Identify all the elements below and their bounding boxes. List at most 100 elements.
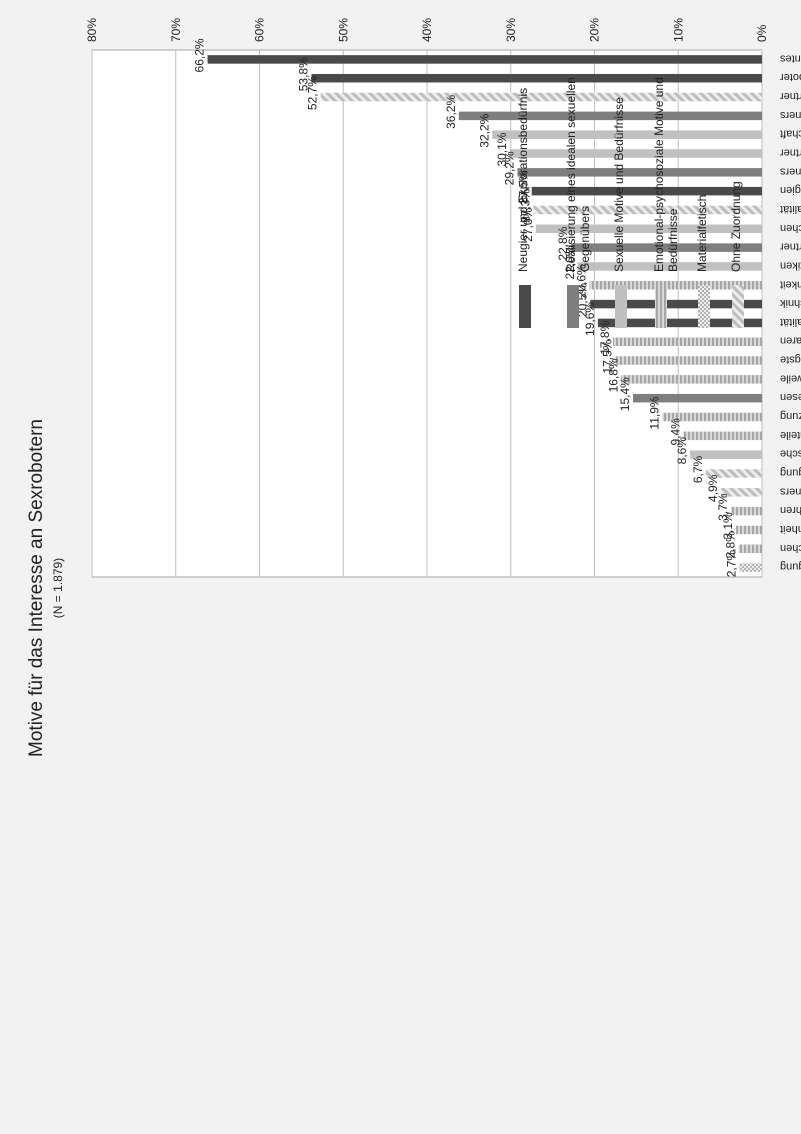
bar <box>720 488 763 497</box>
y-tick-label: 80% <box>85 18 99 42</box>
bar <box>615 356 762 365</box>
value-label: 17,8% <box>598 320 612 354</box>
legend: Neugier und Explorationsbedürfnis Realisi… <box>516 77 744 328</box>
category-label: 03. Sexuelle Erregung durch Technik <box>780 297 801 309</box>
bar <box>683 431 763 441</box>
legend-label: Materialfetisch <box>695 195 709 272</box>
y-tick-label: 10% <box>671 18 685 42</box>
bar <box>458 111 762 121</box>
bar <box>531 186 762 196</box>
value-label: 27,0% <box>521 207 535 241</box>
category-label: 18. Vermeidung, eigene Unsicherheiten un… <box>780 335 801 347</box>
bar <box>571 243 762 252</box>
y-tick-label: 70% <box>169 18 183 42</box>
y-tick-label: 40% <box>420 18 434 42</box>
bars <box>207 55 763 572</box>
legend-label: Sexuelle Motive und Bedürfnisse <box>612 97 626 272</box>
category-label: 12. Schaffung eines optisch idealen Sexu… <box>780 109 801 121</box>
category-labels: 26. Allgemeine Neugier auf sexuell Neues… <box>780 52 801 572</box>
bar <box>509 149 762 158</box>
bar <box>731 506 763 516</box>
category-label: 10. Schwierigkeiten mit Menschen <box>780 542 801 554</box>
category-label: 17. Vermeidung sexueller Versagensängste <box>780 354 801 366</box>
category-label: 07. Sexuelle Befriedigung bei fehlendem … <box>780 90 801 102</box>
category-label: 27. Neugier auf sexuelle Erfahrung mit S… <box>780 71 801 83</box>
y-tick-label: 20% <box>588 18 602 42</box>
y-tick-label: 60% <box>253 18 267 42</box>
category-label: 16. Probehandeln bestimmter Sexpraktiken <box>780 259 801 271</box>
legend-label: Realisierung eines idealen sexuellenGege… <box>564 77 592 272</box>
bar <box>612 337 762 346</box>
category-label: 26. Allgemeine Neugier auf sexuell Neues… <box>780 52 801 64</box>
category-label: 22. Erhalt von Zuneigung und Geborgenhei… <box>780 523 801 535</box>
value-label: 2,7% <box>724 550 738 578</box>
chart-subtitle: (N = 1.879) <box>51 558 65 618</box>
category-label: 14. Imitation einer konkreten Person als… <box>780 241 801 253</box>
value-label: 8,6% <box>675 437 689 465</box>
bar <box>207 55 762 64</box>
value-label: 15,4% <box>618 377 632 411</box>
bar <box>320 92 762 102</box>
value-label: 22,0% <box>563 245 577 279</box>
value-label: 27,3% <box>518 189 532 223</box>
category-label: 23. Ablenkung bei Einsamkeit <box>780 278 801 290</box>
value-label: 3,7% <box>716 493 730 521</box>
y-axis-ticks: 0% 10% 20% 30% 40% 50% 60% 70% 80% <box>85 18 769 42</box>
bar <box>589 281 762 290</box>
value-label: 2,8% <box>724 531 738 559</box>
value-label: 4,9% <box>706 474 720 502</box>
value-label: 30,1% <box>495 132 509 166</box>
value-label: 27,5% <box>517 170 531 204</box>
value-label: 6,7% <box>691 455 705 483</box>
value-label: 11,9% <box>647 396 661 429</box>
category-label: 08. Ich-zentrierte Auslebung von Sexuali… <box>780 203 801 215</box>
bar <box>597 318 762 328</box>
legend-swatch <box>698 285 710 328</box>
category-label: 28. Allgemeines Interesse an neuen Techn… <box>780 184 801 196</box>
category-label: 20. Nicht auslebbare sexuelle Bedürfniss… <box>780 128 801 140</box>
category-label: 01. Agalmatophile sexuelle Erregung <box>780 561 801 573</box>
category-label: 09. Vorteile einer Beziehung ohne Nachte… <box>780 429 801 441</box>
value-label: 9,4% <box>668 418 682 446</box>
bar <box>633 393 763 403</box>
category-label: 05. Sexuelle Präferenzen ohne geeigneten… <box>780 147 801 159</box>
category-label: 15. Ausleben von subjektiv nicht kommuni… <box>780 222 801 234</box>
value-label: 32,2% <box>477 113 491 147</box>
bar <box>739 563 763 572</box>
bar <box>621 375 762 384</box>
legend-swatch <box>732 285 744 328</box>
category-label: 06. Umsetzung gesetzlich problematischer… <box>780 448 801 460</box>
value-label: 36,2% <box>444 95 458 129</box>
bar <box>738 544 762 554</box>
legend-label: Neugier und Explorationsbedürfnis <box>516 88 530 272</box>
value-label: 52,7% <box>306 76 320 110</box>
category-label: 02. Materialbezogene sexuelle Erregung <box>780 466 801 478</box>
bar <box>705 469 763 478</box>
category-label: 24. Gefährte für Alltagsdinge, Gesellsch… <box>780 504 801 516</box>
value-label: 29,2% <box>502 151 516 185</box>
legend-label: Emotional-psychosoziale Motive undBedürf… <box>652 77 680 272</box>
y-tick-label: 0% <box>755 24 769 42</box>
value-label: 53,8% <box>296 57 310 91</box>
category-label: 19. Sexroboter als Abbild des Partners <box>780 485 801 497</box>
bar <box>736 525 762 535</box>
bar <box>689 450 762 459</box>
legend-swatch <box>567 285 579 328</box>
category-label: 21. Abwechslung und Spannung partnerscha… <box>780 316 801 328</box>
value-label: 3,1% <box>721 512 735 540</box>
bar <box>311 73 762 83</box>
legend-label: Ohne Zuordnung <box>729 181 743 272</box>
value-label: 16,8% <box>606 358 620 392</box>
legend-swatch <box>655 285 667 328</box>
category-label: 04. Sexuelle Handlungen mit Fantasiewese… <box>780 391 801 403</box>
category-label: 25. Unterhaltsamkeit bei Langeweile <box>780 372 801 384</box>
y-tick-label: 50% <box>336 18 350 42</box>
y-tick-label: 30% <box>504 18 518 42</box>
bar <box>533 205 762 215</box>
legend-swatch <box>519 285 531 328</box>
bar <box>517 168 763 177</box>
bar <box>492 130 762 139</box>
